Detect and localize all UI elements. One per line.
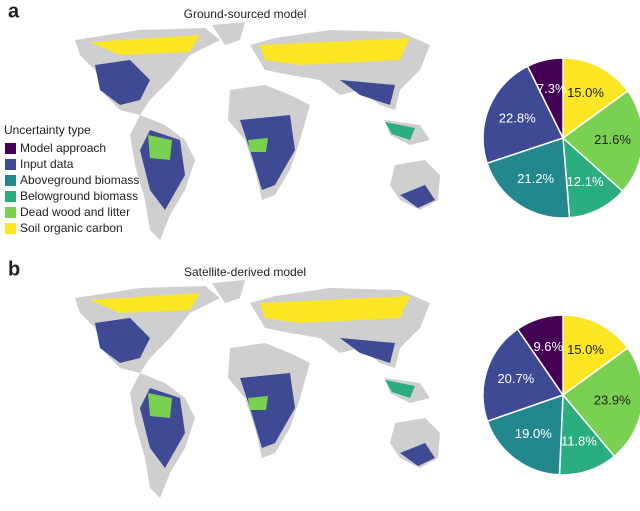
pie-slice (561, 89, 640, 193)
value-label: 23.9% (594, 392, 631, 407)
legend-label: Belowground biomass (20, 189, 138, 203)
legend-title: Uncertainty type (4, 123, 91, 137)
legend-label: Model approach (20, 141, 106, 155)
legend-swatch (5, 223, 16, 234)
value-label: 15.0% (567, 85, 604, 100)
value-label: 21.2% (517, 171, 554, 186)
pie-slice (482, 65, 565, 165)
legend-swatch (5, 191, 16, 202)
value-label: 22.8% (499, 110, 536, 125)
value-label: 12.1% (567, 174, 604, 189)
value-label: 9.6% (533, 339, 563, 354)
legend-swatch (5, 175, 16, 186)
pie-slice (482, 328, 565, 423)
pie-slice (561, 346, 640, 458)
legend-swatch (5, 207, 16, 218)
pie-slice (562, 314, 629, 397)
value-label: 21.6% (594, 132, 631, 147)
pie-slice (516, 314, 564, 398)
legend-label: Soil organic carbon (20, 221, 123, 235)
map (75, 280, 440, 498)
pie-slice (486, 136, 571, 219)
map-title: Satellite-derived model (184, 265, 306, 279)
value-label: 19.0% (515, 426, 552, 441)
panel-label: b (8, 258, 20, 280)
value-label: 20.7% (497, 371, 534, 386)
value-label: 11.8% (561, 433, 597, 448)
value-label: 7.3% (537, 81, 567, 96)
legend-label: Aboveground biomass (20, 173, 139, 187)
legend-label: Dead wood and litter (20, 205, 130, 219)
map-title: Ground-sourced model (184, 7, 307, 21)
panel-label: a (8, 0, 20, 22)
pie-slice (526, 57, 564, 139)
legend-label: Input data (20, 157, 74, 171)
pie-slice (562, 136, 624, 219)
value-label: 15.0% (567, 342, 604, 357)
legend-swatch (5, 159, 16, 170)
legend-swatch (5, 143, 16, 154)
pie-slice (562, 57, 629, 140)
